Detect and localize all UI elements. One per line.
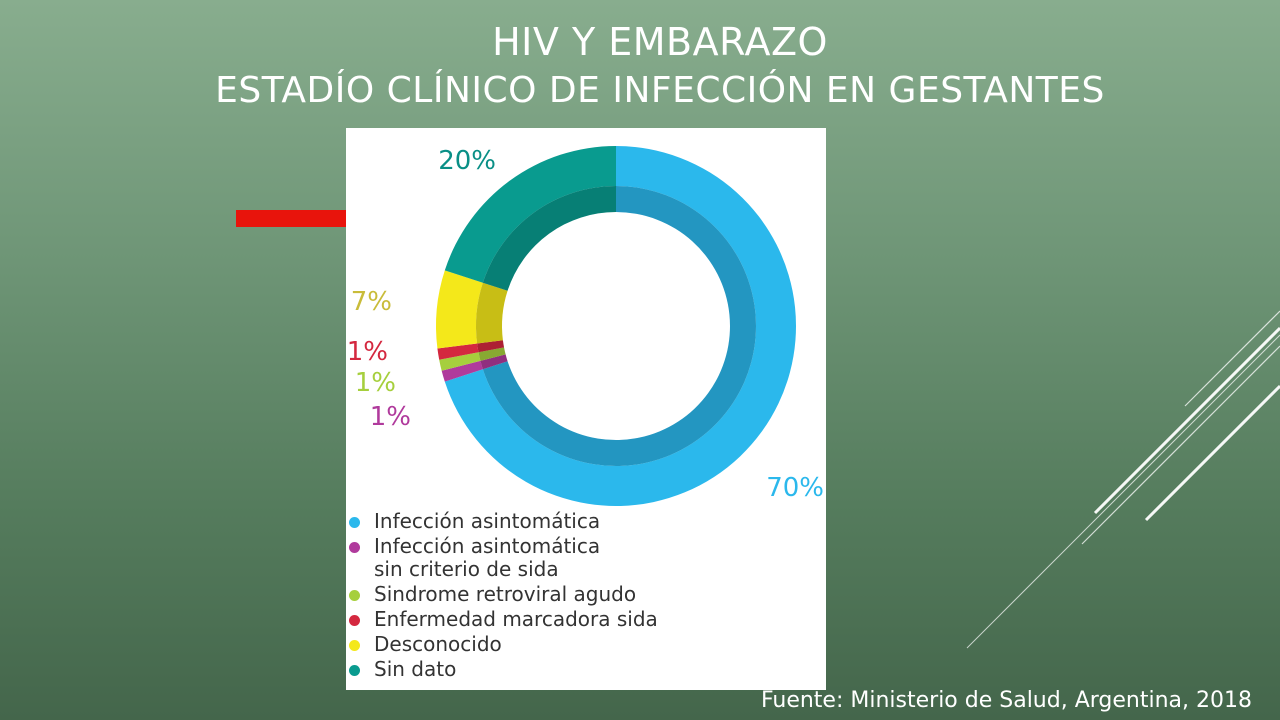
- legend-label: Infección asintomática sin criterio de si…: [374, 534, 601, 581]
- donut-slice-inner: [477, 340, 505, 353]
- donut-slice-inner: [478, 347, 506, 361]
- legend-label: Desconocido: [374, 632, 502, 656]
- donut-slice-shade: [482, 186, 616, 291]
- slice-percent-label: 1%: [347, 337, 388, 367]
- donut-slice: [439, 352, 481, 371]
- donut-chart-panel: 70% 1% 1% 1% 7% 20% Infección asintomática Inf…: [346, 128, 826, 690]
- slice-percent-label: 7%: [351, 287, 392, 317]
- donut-slice: [441, 360, 483, 382]
- legend-item: Infección asintomática sin criterio de si…: [346, 535, 658, 581]
- donut-slice-shade: [477, 340, 505, 353]
- chart-legend: Infección asintomática Infección asintomá…: [346, 510, 658, 683]
- slide-subtitle: ESTADÍO CLÍNICO DE INFECCIÓN EN GESTANTE…: [215, 70, 1105, 111]
- source-citation: Fuente: Ministerio de Salud, Argentina, …: [760, 688, 1252, 713]
- legend-label: Enfermedad marcadora sida: [374, 607, 658, 631]
- legend-dot-icon: [349, 542, 360, 553]
- slice-percent-label: 1%: [355, 368, 396, 398]
- donut-slice-inner: [480, 354, 508, 370]
- legend-item: Infección asintomática: [346, 510, 658, 533]
- donut-slice: [436, 270, 483, 349]
- legend-item: Sin dato: [346, 658, 658, 681]
- slice-percent-label: 1%: [370, 402, 411, 432]
- legend-dot-icon: [349, 665, 360, 676]
- legend-item: Desconocido: [346, 633, 658, 656]
- donut-slice-inner: [482, 186, 616, 291]
- donut-slice-shade: [478, 347, 506, 361]
- legend-dot-icon: [349, 590, 360, 601]
- donut-slice: [437, 343, 479, 360]
- legend-label: Sin dato: [374, 657, 457, 681]
- donut-slice-shade: [476, 282, 508, 344]
- legend-label: Sindrome retroviral agudo: [374, 582, 637, 606]
- legend-dot-icon: [349, 640, 360, 651]
- slice-percent-label: 70%: [766, 473, 824, 503]
- slide-title: HIV Y EMBARAZO: [492, 20, 828, 64]
- legend-item: Enfermedad marcadora sida: [346, 608, 658, 631]
- donut-chart: 70%1%1%1%7%20%: [347, 146, 824, 506]
- legend-dot-icon: [349, 615, 360, 626]
- legend-dot-icon: [349, 517, 360, 528]
- slice-percent-label: 20%: [438, 146, 496, 176]
- donut-slice-inner: [476, 282, 508, 344]
- donut-slice: [444, 146, 616, 283]
- legend-label: Infección asintomática: [374, 509, 601, 533]
- donut-slice-shade: [480, 354, 508, 370]
- legend-item: Sindrome retroviral agudo: [346, 583, 658, 606]
